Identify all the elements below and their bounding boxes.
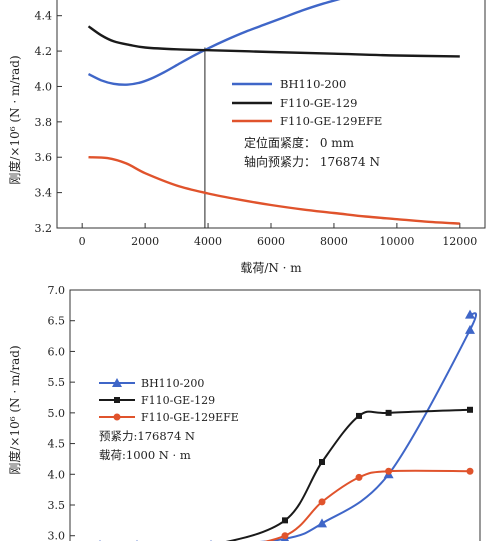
y-tick-label: 4.4 <box>35 10 53 23</box>
data-point-circle <box>385 467 393 475</box>
legend-label-f110efe-b: F110-GE-129EFE <box>141 411 239 424</box>
legend-label-f110: F110-GE-129 <box>280 96 357 110</box>
bottom-y-ticks: 3.0 3.5 4.0 4.5 5.0 5.5 6.0 6.5 7.0 <box>48 284 75 541</box>
series-line-0 <box>260 312 477 541</box>
data-point-circle <box>466 467 474 475</box>
y-tick-label: 3.4 <box>35 187 53 200</box>
data-point-circle <box>355 473 363 481</box>
annotation-preload: 预紧力:176874 N <box>99 429 195 443</box>
data-point-circle <box>281 532 289 540</box>
legend-label-bh110: BH110-200 <box>280 77 346 91</box>
y-tick-label: 6.0 <box>48 345 66 358</box>
x-tick-label: 10000 <box>379 235 414 248</box>
data-point-triangle <box>317 518 327 528</box>
bottom-series-group <box>99 309 477 541</box>
top-x-axis-label: 载荷/N · m <box>240 261 302 275</box>
top-chart: 3.2 3.4 3.6 3.8 4.0 4.2 4.4 0 2000 4000 6000 8000 1… <box>7 0 486 275</box>
data-point-square <box>356 412 362 419</box>
top-plot-frame <box>56 0 486 229</box>
legend-label-f110efe: F110-GE-129EFE <box>280 114 382 128</box>
series-line-0 <box>87 0 341 86</box>
data-point-square <box>319 459 325 465</box>
data-point-triangle <box>465 309 475 319</box>
data-point-triangle <box>465 324 475 334</box>
y-tick-label: 3.6 <box>35 151 53 164</box>
y-tick-label: 4.5 <box>48 438 66 451</box>
y-tick-label: 7.0 <box>48 284 66 297</box>
y-tick-label: 4.0 <box>35 80 53 93</box>
legend-marker-triangle <box>112 378 122 387</box>
legend-label-bh110-b: BH110-200 <box>141 377 204 390</box>
x-tick-label: 4000 <box>194 235 222 248</box>
legend-label-f110-b: F110-GE-129 <box>141 394 215 407</box>
bottom-plot-frame <box>69 289 481 541</box>
x-tick-label: 2000 <box>131 235 159 248</box>
data-point-circle <box>318 498 326 506</box>
legend-marker-circle <box>113 413 121 421</box>
x-tick-label: 8000 <box>320 235 348 248</box>
y-tick-label: 3.2 <box>35 222 53 235</box>
series-line-2 <box>88 156 460 225</box>
top-legend: BH110-200 F110-GE-129 F110-GE-129EFE 定位面… <box>232 77 382 169</box>
data-point-square <box>282 517 288 524</box>
bottom-legend: BH110-200 F110-GE-129 F110-GE-129EFE 预紧力… <box>99 377 239 462</box>
y-tick-label: 4.2 <box>35 45 53 58</box>
top-series-group <box>87 0 460 225</box>
annotation-locating-surface: 定位面紧度： 0 mm <box>244 135 355 150</box>
y-tick-label: 6.5 <box>48 315 66 328</box>
annotation-axial-preload: 轴向预紧力： 176874 N <box>244 154 380 169</box>
x-tick-label: 0 <box>79 235 86 248</box>
y-tick-label: 3.8 <box>35 116 53 129</box>
legend-marker-square <box>114 397 120 403</box>
data-point-square <box>385 409 392 416</box>
y-tick-label: 3.5 <box>48 499 66 512</box>
top-x-ticks: 0 2000 4000 6000 8000 10000 12000 <box>79 223 477 248</box>
top-y-ticks: 3.2 3.4 3.6 3.8 4.0 4.2 4.4 <box>35 10 62 235</box>
y-tick-label: 3.0 <box>48 530 66 541</box>
y-tick-label: 4.0 <box>48 468 66 481</box>
data-point-square <box>467 406 473 413</box>
bottom-chart: 3.0 3.5 4.0 4.5 5.0 5.5 6.0 6.5 7.0 刚度/×10⁶ (N ·… <box>7 284 481 541</box>
y-tick-label: 5.0 <box>48 407 66 420</box>
bottom-y-axis-label: 刚度/×10⁶ (N · m/rad) <box>7 345 22 474</box>
series-line-1 <box>87 25 460 58</box>
x-tick-label: 12000 <box>442 235 477 248</box>
series-line-2 <box>263 469 471 541</box>
top-y-axis-label: 刚度/×10⁶ (N · m/rad) <box>7 55 22 184</box>
x-tick-label: 6000 <box>257 235 285 248</box>
y-tick-label: 5.5 <box>48 376 66 389</box>
annotation-load: 载荷:1000 N · m <box>99 448 191 462</box>
